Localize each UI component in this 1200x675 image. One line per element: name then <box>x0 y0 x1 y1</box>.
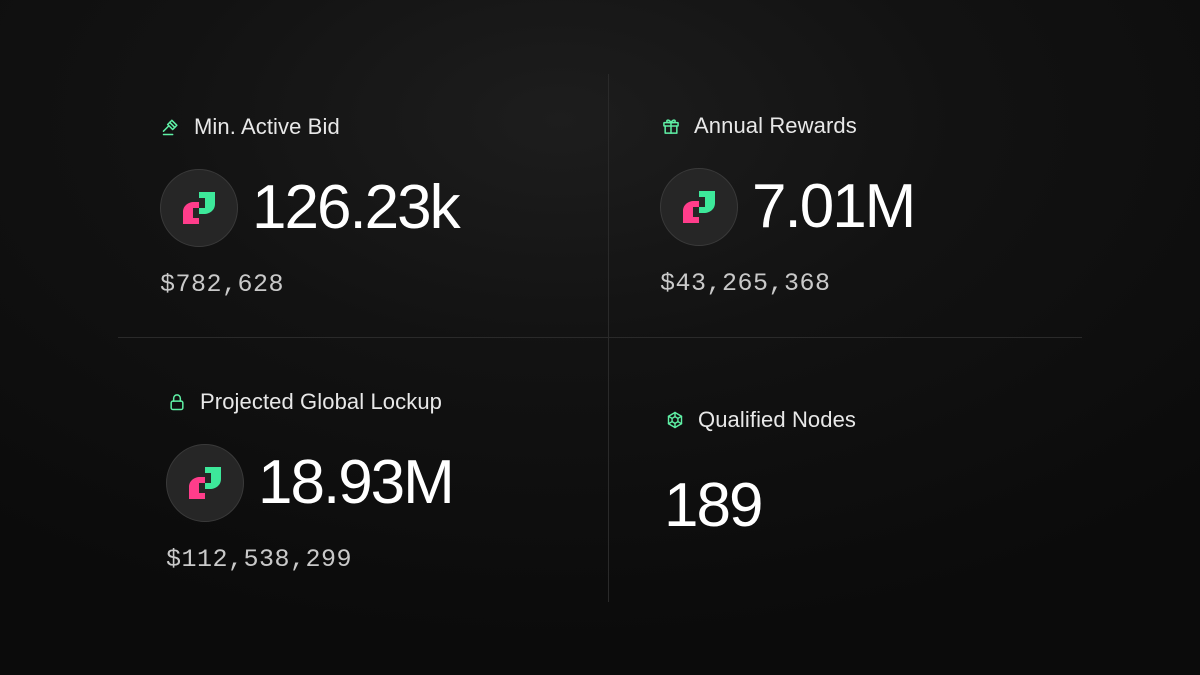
token-logo-icon <box>183 192 215 224</box>
stat-label: Annual Rewards <box>694 113 857 138</box>
stat-value: 126.23k <box>252 173 461 242</box>
stat-label: Projected Global Lockup <box>200 389 443 414</box>
vertical-divider <box>608 74 609 602</box>
stat-usd-value: $43,265,368 <box>660 269 831 298</box>
token-logo-icon <box>189 467 221 499</box>
stat-value: 7.01M <box>752 172 916 241</box>
stat-label: Min. Active Bid <box>194 114 340 139</box>
token-logo-icon <box>683 191 715 223</box>
horizontal-divider <box>118 337 1082 338</box>
stat-label-row: Min. Active Bid <box>160 112 459 142</box>
gavel-icon <box>160 116 182 138</box>
stat-value: 18.93M <box>258 448 455 517</box>
stat-value: 189 <box>664 471 763 540</box>
stat-usd-value: $112,538,299 <box>166 545 353 574</box>
stat-label-row: Annual Rewards <box>660 111 914 141</box>
stat-qualified-nodes: Qualified Nodes 189 <box>664 405 856 537</box>
stat-value-row: 7.01M <box>660 167 916 247</box>
token-logo <box>166 444 244 522</box>
stat-value-row: 126.23k <box>160 168 461 248</box>
stat-value-row: 18.93M <box>166 443 455 523</box>
token-logo <box>160 169 238 247</box>
nodes-icon <box>664 409 686 431</box>
stat-min-active-bid: Min. Active Bid 126.23k $782,628 <box>160 112 461 299</box>
stat-annual-rewards: Annual Rewards 7.01M $43,265,368 <box>660 111 916 298</box>
gift-icon <box>660 115 682 137</box>
stat-projected-global-lockup: Projected Global Lockup 18.93M $112,538,… <box>166 387 455 574</box>
stat-label: Qualified Nodes <box>698 407 857 432</box>
lock-icon <box>166 391 188 413</box>
token-logo <box>660 168 738 246</box>
stat-label-row: Qualified Nodes <box>664 405 856 435</box>
stat-usd-value: $782,628 <box>160 270 285 299</box>
stat-label-row: Projected Global Lockup <box>166 387 453 417</box>
